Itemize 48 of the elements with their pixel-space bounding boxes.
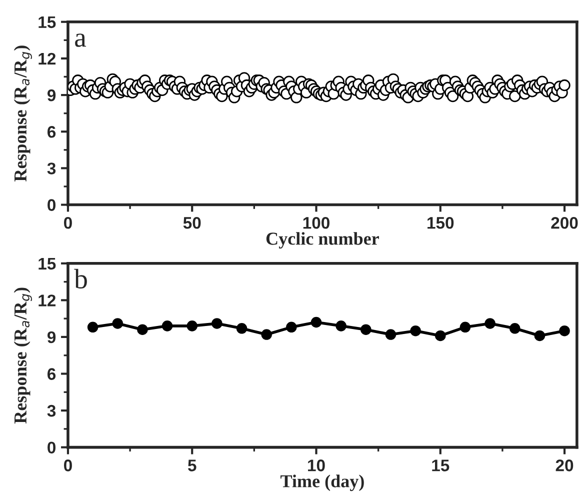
y-tick-label: 3 [47,404,56,417]
x-tick-label: 200 [551,217,578,229]
y-tick-label: 15 [38,16,56,28]
point [360,324,372,335]
x-tick-label: 5 [188,460,196,472]
y-tick-label: 9 [47,331,56,344]
x-axis-title: Time (day) [280,474,364,492]
y-tick-label: 6 [48,126,56,138]
y-tick-label: 15 [38,258,56,270]
point [186,320,198,332]
x-tick-label: 15 [432,460,450,472]
x-tick-label: 20 [556,460,574,472]
point [87,322,98,333]
y-tick-label: 6 [48,368,56,380]
annotation: b [74,268,87,288]
x-tick-label: 0 [64,217,72,229]
y-tick-label: 0 [48,442,56,454]
annotation: a [75,34,86,47]
x-axis-title: Cyclic number [266,232,379,249]
y-tick-label: 3 [47,162,56,174]
y-tick-label: 12 [38,294,56,306]
point [410,325,421,336]
point [460,322,471,333]
y-axis-title: Response (R$_{a}$/R$_{g}$) [14,46,32,182]
point [509,323,520,334]
point [212,318,222,329]
point [435,330,446,342]
point [385,329,396,340]
point [559,325,570,336]
point [336,320,346,332]
point [112,318,124,329]
x-tick-label: 150 [428,217,454,229]
point [310,316,322,328]
point [534,330,546,342]
x-tick-label: 100 [303,217,330,229]
y-tick-label: 12 [38,52,56,64]
point [286,322,297,333]
y-axis-title: Response (R$_{a}$/R$_{g}$) [14,288,32,424]
x-tick-label: 10 [308,460,325,472]
point [137,324,148,335]
point [236,323,248,334]
x-tick-label: 50 [183,217,201,229]
x-tick-label: 0 [64,460,72,472]
y-tick-label: 9 [47,89,56,102]
y-tick-label: 0 [48,199,56,211]
point [162,320,173,332]
point [484,318,496,329]
point [261,329,272,340]
